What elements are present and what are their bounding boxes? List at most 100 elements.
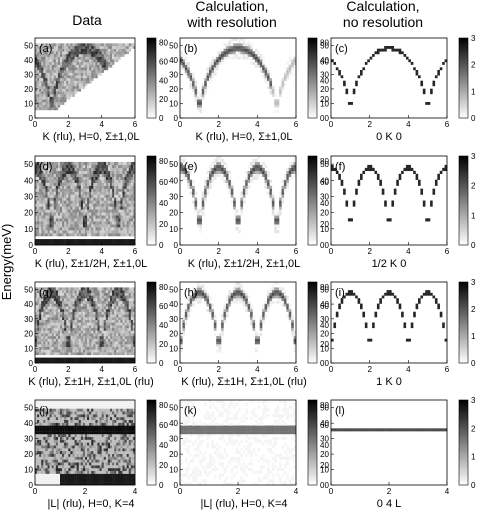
heatmap-cell — [52, 65, 54, 68]
x-axis-label: 1/2 K 0 — [372, 258, 407, 270]
heatmap-cell — [125, 358, 127, 361]
heatmap-cell — [116, 183, 118, 186]
heatmap-cell — [265, 70, 268, 73]
heatmap-cell — [108, 201, 110, 204]
heatmap-cell — [41, 201, 43, 204]
heatmap-cell — [120, 221, 122, 224]
heatmap-cell — [83, 78, 85, 81]
heatmap-cell — [274, 290, 277, 293]
heatmap-cell — [41, 97, 43, 100]
heatmap-cell — [41, 94, 43, 97]
heatmap-cell — [192, 201, 195, 204]
heatmap-cell — [41, 448, 43, 451]
heatmap-cell — [79, 298, 81, 301]
heatmap-cell — [58, 177, 60, 180]
heatmap-cell — [93, 336, 95, 339]
heatmap-cell — [89, 177, 91, 180]
heatmap-cell — [348, 290, 351, 293]
heatmap-cell — [91, 168, 93, 171]
heatmap-cell — [75, 189, 77, 192]
heatmap-cell — [95, 168, 97, 171]
heatmap-cell — [54, 94, 56, 97]
heatmap-cell — [89, 215, 91, 218]
heatmap-cell — [228, 171, 231, 174]
heatmap-cell — [131, 203, 133, 206]
heatmap-cell — [93, 350, 95, 353]
heatmap-cell — [93, 51, 95, 54]
heatmap-cell — [66, 186, 68, 189]
heatmap-cell — [274, 215, 277, 218]
heatmap-cell — [120, 195, 122, 198]
heatmap-cell — [257, 341, 260, 344]
heatmap-cell — [60, 91, 62, 94]
heatmap-cell — [112, 198, 114, 201]
heatmap-cell — [129, 230, 131, 233]
heatmap-cell — [56, 227, 58, 230]
heatmap-cell — [41, 89, 43, 92]
heatmap-cell — [48, 198, 50, 201]
heatmap-cell — [85, 203, 87, 206]
heatmap-cell — [75, 309, 77, 312]
heatmap-cell — [211, 317, 214, 320]
heatmap-cell — [75, 298, 77, 301]
heatmap-cell — [216, 54, 219, 57]
heatmap-cell — [214, 323, 217, 326]
heatmap-cell — [60, 224, 62, 227]
panel-label: (b) — [184, 43, 197, 55]
heatmap-cell — [70, 195, 72, 198]
heatmap-cell — [50, 451, 52, 454]
heatmap-cell — [110, 168, 112, 171]
heatmap-cell — [120, 287, 122, 290]
heatmap-cell — [41, 102, 43, 105]
heatmap-cell — [195, 201, 198, 204]
heatmap-cell — [248, 54, 251, 57]
heatmap-cell — [81, 301, 83, 304]
heatmap-cell — [54, 352, 56, 355]
heatmap-cell — [204, 83, 207, 86]
heatmap-cell — [52, 94, 54, 97]
heatmap-cell — [73, 304, 75, 307]
heatmap-cell — [62, 78, 64, 81]
heatmap-cell — [77, 81, 79, 84]
heatmap-cell — [286, 171, 289, 174]
heatmap-cell — [89, 75, 91, 78]
heatmap-cell — [231, 41, 234, 44]
heatmap-cell — [43, 339, 45, 342]
heatmap-cell — [125, 325, 127, 328]
heatmap-cell — [58, 312, 60, 315]
heatmap-cell — [185, 70, 188, 73]
heatmap-cell — [100, 230, 102, 233]
heatmap-cell — [112, 171, 114, 174]
heatmap-cell — [64, 86, 66, 89]
heatmap-cell — [75, 290, 77, 293]
heatmap-cell — [89, 78, 91, 81]
heatmap-cell — [389, 293, 392, 296]
heatmap-cell — [110, 358, 112, 361]
heatmap-cell — [45, 86, 47, 89]
heatmap-cell — [127, 333, 129, 336]
heatmap-cell — [41, 312, 43, 315]
heatmap-cell — [66, 162, 68, 165]
heatmap-cell — [87, 67, 89, 70]
heatmap-cell — [56, 239, 58, 242]
x-tick-label: 0 — [33, 365, 38, 374]
heatmap-cell — [106, 239, 108, 242]
heatmap-cell — [70, 59, 72, 62]
heatmap-cell — [98, 358, 100, 361]
heatmap-cell — [45, 428, 47, 431]
heatmap-cell — [250, 312, 253, 315]
heatmap-cell — [60, 293, 62, 296]
heatmap-cell — [64, 177, 66, 180]
heatmap-cell — [98, 162, 100, 165]
heatmap-cell — [260, 171, 263, 174]
heatmap-cell — [367, 165, 370, 168]
heatmap-cell — [289, 317, 292, 320]
heatmap-cell — [123, 331, 125, 334]
heatmap-cell — [289, 309, 292, 312]
heatmap-cell — [231, 183, 234, 186]
heatmap-cell — [120, 339, 122, 342]
heatmap-cell — [83, 201, 85, 204]
heatmap-cell — [52, 81, 54, 84]
heatmap-cell — [125, 221, 127, 224]
heatmap-cell — [56, 70, 58, 73]
